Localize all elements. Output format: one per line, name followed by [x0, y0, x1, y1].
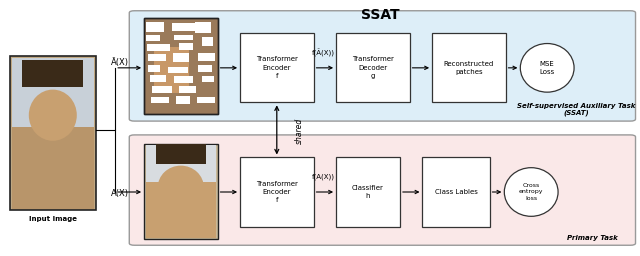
Bar — [147, 44, 170, 51]
Bar — [240, 157, 314, 227]
Bar — [168, 67, 188, 73]
Text: f(A(X)): f(A(X)) — [312, 174, 335, 180]
FancyBboxPatch shape — [129, 11, 636, 121]
Bar — [336, 33, 410, 102]
Bar — [179, 86, 196, 93]
Bar — [240, 33, 314, 102]
Text: Ã(X): Ã(X) — [111, 58, 129, 67]
Bar — [146, 22, 164, 32]
Bar — [146, 35, 160, 41]
Text: MSE
Loss: MSE Loss — [540, 61, 555, 75]
Text: Transformer
Encoder
f: Transformer Encoder f — [256, 180, 298, 204]
Bar — [144, 18, 218, 114]
Bar — [198, 53, 215, 61]
Bar — [148, 54, 166, 61]
Ellipse shape — [29, 90, 77, 141]
Bar — [146, 145, 216, 182]
Text: Classifier
h: Classifier h — [352, 185, 384, 199]
Text: Transformer
Decoder
g: Transformer Decoder g — [352, 56, 394, 79]
Bar — [146, 182, 216, 238]
Bar — [22, 60, 83, 87]
FancyBboxPatch shape — [129, 135, 636, 245]
Bar — [150, 75, 166, 82]
Bar — [173, 53, 189, 62]
Bar — [174, 35, 193, 40]
Bar — [156, 144, 206, 164]
Text: Cross
entropy
loss: Cross entropy loss — [519, 183, 543, 201]
Bar — [144, 144, 218, 239]
Bar — [144, 18, 218, 114]
Text: SSAT: SSAT — [362, 8, 400, 22]
Bar — [198, 65, 212, 72]
Bar — [151, 97, 169, 103]
Ellipse shape — [504, 168, 558, 216]
Bar — [174, 76, 193, 83]
Bar — [179, 43, 193, 50]
Text: A(X): A(X) — [111, 189, 129, 198]
Bar — [152, 86, 172, 93]
Ellipse shape — [520, 44, 574, 92]
Bar — [172, 23, 197, 31]
Text: Self-supervised Auxiliary Task
(SSAT): Self-supervised Auxiliary Task (SSAT) — [517, 103, 635, 116]
Text: Transformer
Encoder
f: Transformer Encoder f — [256, 56, 298, 79]
Ellipse shape — [157, 166, 204, 209]
Text: Input Image: Input Image — [29, 216, 77, 222]
Text: Class Lables: Class Lables — [435, 189, 477, 195]
Text: shared: shared — [295, 118, 304, 144]
Bar — [12, 58, 94, 128]
Bar — [176, 96, 190, 104]
Bar — [202, 37, 213, 46]
Bar — [336, 157, 400, 227]
Bar — [197, 97, 215, 103]
Bar — [202, 76, 214, 82]
Bar — [148, 65, 160, 72]
Bar — [10, 56, 96, 210]
Text: f(Ã(X)): f(Ã(X)) — [312, 49, 335, 57]
Text: Reconstructed
patches: Reconstructed patches — [444, 61, 494, 75]
Bar — [432, 33, 506, 102]
Bar — [422, 157, 490, 227]
Bar — [154, 47, 189, 93]
Bar — [195, 22, 211, 33]
Text: Primary Task: Primary Task — [566, 235, 618, 241]
Bar — [12, 127, 94, 209]
